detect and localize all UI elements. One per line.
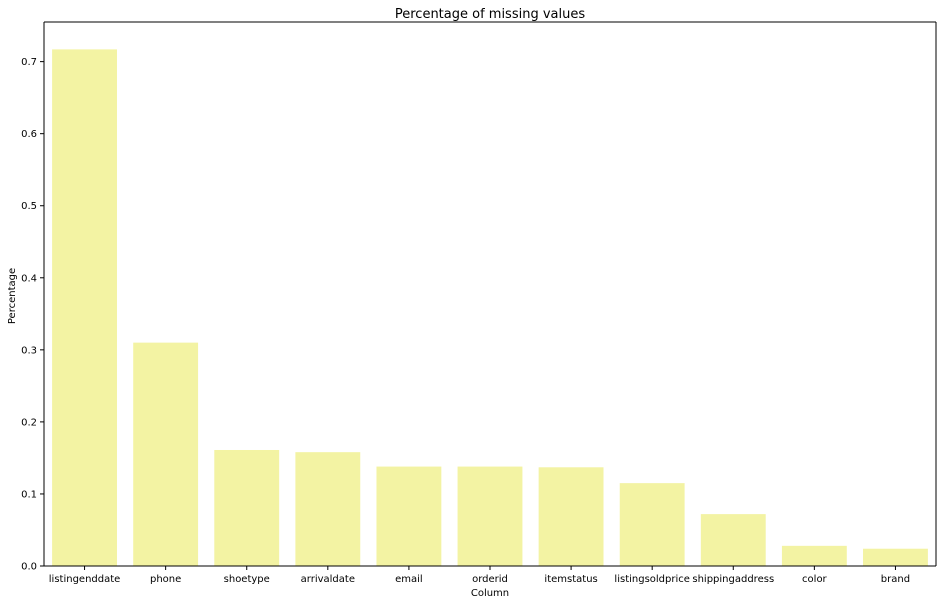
x-axis-ticks: listingenddate phone shoetype arrivaldate em… [49, 566, 910, 585]
bar-phone [133, 342, 199, 566]
x-tick-label: arrivaldate [301, 574, 355, 585]
bar-brand [863, 548, 928, 566]
x-tick-label: email [395, 574, 423, 585]
x-tick-label: shoetype [224, 574, 270, 585]
y-tick-label: 0.0 [21, 562, 37, 573]
bar-email [376, 466, 442, 566]
y-tick-label: 0.3 [21, 345, 37, 356]
y-tick-label: 0.5 [21, 201, 37, 212]
chart-title: Percentage of missing values [395, 7, 585, 22]
y-tick-label: 0.6 [21, 129, 37, 140]
x-tick-label: shippingaddress [692, 574, 774, 585]
bar-orderid [457, 466, 523, 566]
y-tick-label: 0.1 [21, 489, 37, 500]
x-tick-label: listingenddate [49, 574, 121, 585]
x-tick-label: brand [881, 574, 910, 585]
bar-shippingaddress [700, 514, 766, 566]
bar-shoetype [214, 449, 280, 566]
bar-arrivaldate [295, 452, 361, 566]
bar-listingsoldprice [619, 483, 685, 566]
bar-listingenddate [52, 49, 117, 566]
bar-color [781, 545, 847, 566]
x-tick-label: phone [150, 574, 181, 585]
y-tick-label: 0.4 [21, 273, 37, 284]
y-tick-label: 0.2 [21, 417, 37, 428]
x-axis-label: Column [471, 588, 509, 599]
x-tick-label: itemstatus [544, 574, 597, 585]
x-tick-label: orderid [472, 574, 508, 585]
x-tick-label: listingsoldprice [614, 574, 690, 585]
y-tick-label: 0.7 [21, 57, 37, 68]
y-axis-ticks: 0.0 0.1 0.2 0.3 0.4 0.5 0.6 0.7 [21, 57, 44, 573]
bars-group [52, 49, 928, 566]
bar-itemstatus [538, 467, 604, 566]
x-tick-label: color [802, 574, 828, 585]
y-axis-label: Percentage [7, 268, 18, 324]
